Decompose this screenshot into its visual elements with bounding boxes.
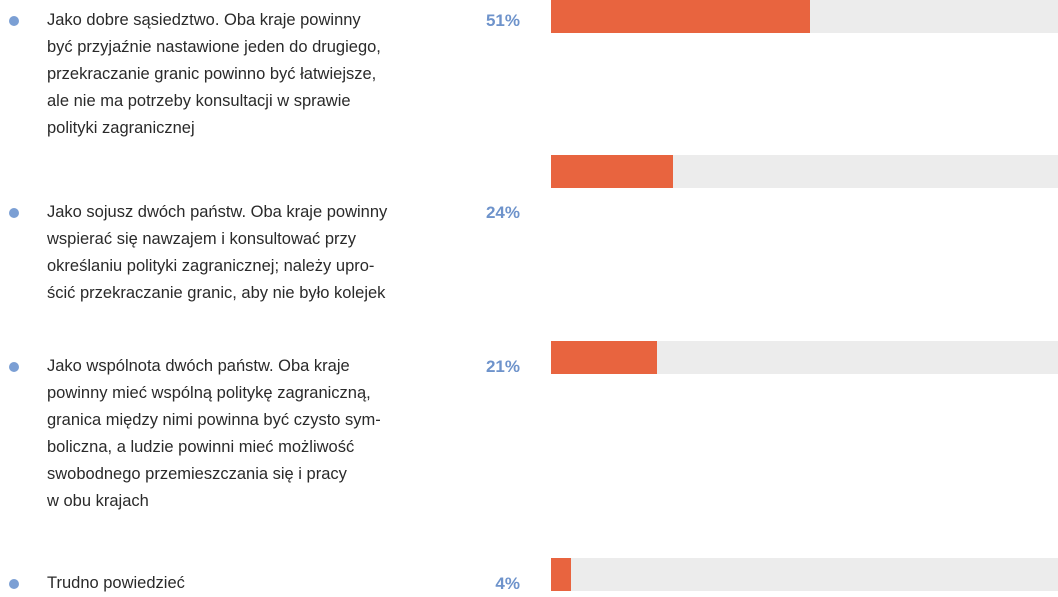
bar: [551, 558, 572, 591]
bar: [551, 341, 658, 374]
bar-track: [551, 155, 1058, 188]
bar-track: [551, 341, 1058, 374]
bar-track: [551, 0, 1058, 33]
bullet: [9, 362, 19, 372]
value-label: 24%: [485, 203, 520, 222]
bullet: [9, 16, 19, 26]
value-label: 21%: [485, 357, 520, 376]
value-label: 4%: [495, 574, 520, 593]
category-label: Jako wspólnota dwóch państw. Oba kraje p…: [47, 357, 381, 510]
category-label: Jako dobre sąsiedztwo. Oba kraje powinny…: [47, 11, 381, 137]
bullet: [9, 579, 19, 589]
bar: [551, 0, 810, 33]
value-label: 51%: [485, 11, 520, 30]
bullet: [9, 208, 19, 218]
bar: [551, 155, 673, 188]
category-label: Jako sojusz dwóch państw. Oba kraje powi…: [47, 203, 388, 302]
bar-track: [551, 558, 1058, 591]
category-label: Trudno powiedzieć: [47, 574, 185, 592]
